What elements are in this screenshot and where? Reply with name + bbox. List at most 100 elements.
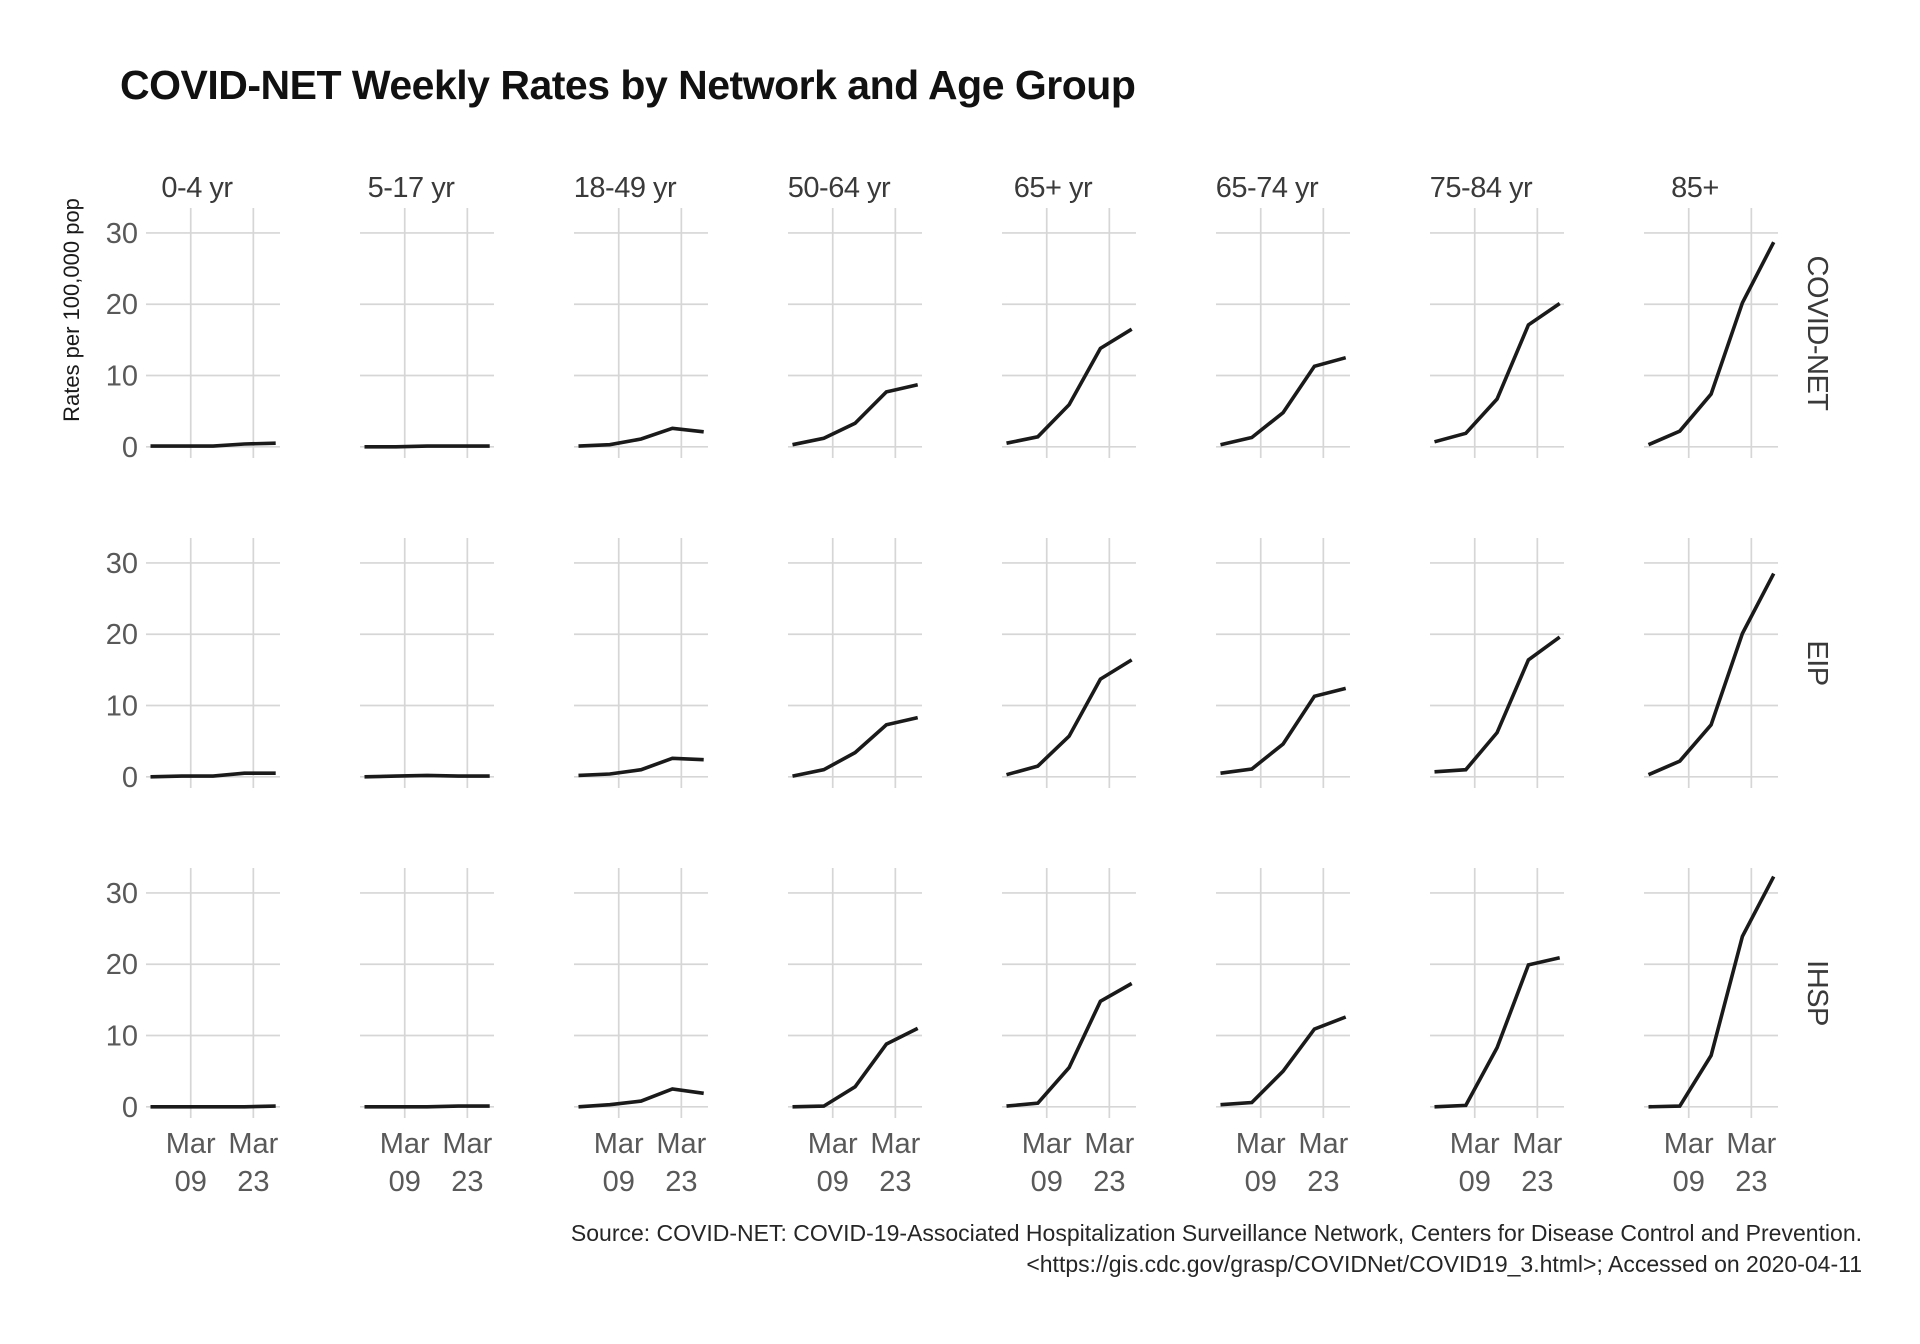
- facet-panel: Mar 09 Mar 23: [1430, 868, 1564, 1198]
- x-tick-label-day: 23: [1307, 1166, 1339, 1198]
- x-tick-label-month: Mar: [1726, 1128, 1776, 1160]
- trend-line: [1006, 327, 1133, 445]
- y-tick-label: 0: [122, 762, 138, 794]
- facet-column-header: 75-84 yr: [1430, 172, 1533, 204]
- x-tick-label-day: 23: [1093, 1166, 1125, 1198]
- trend-line: [578, 756, 704, 778]
- facet-column-header: 65+ yr: [1014, 172, 1093, 204]
- x-tick-label-month: Mar: [1512, 1128, 1562, 1160]
- x-tick-label-day: 09: [603, 1166, 635, 1198]
- x-tick-label-month: Mar: [1084, 1128, 1134, 1160]
- x-tick-label-day: 23: [237, 1166, 269, 1198]
- x-tick-label-month: Mar: [380, 1128, 430, 1160]
- facet-column-header: 0-4 yr: [161, 172, 233, 204]
- facet-panel: IHSP Mar 09 Mar 23: [1644, 868, 1833, 1198]
- trend-line: [364, 773, 490, 779]
- source-note: Source: COVID-NET: COVID-19-Associated H…: [571, 1218, 1862, 1280]
- facet-panel: 85+ COVID-NET: [1644, 172, 1833, 458]
- trend-line: [1220, 686, 1347, 775]
- trend-line: [792, 1026, 919, 1109]
- trend-line: [578, 426, 704, 448]
- facet-row-label: EIP: [1801, 640, 1833, 685]
- x-tick-label-month: Mar: [1664, 1128, 1714, 1160]
- x-tick-label-day: 09: [1673, 1166, 1705, 1198]
- facet-column-header: 5-17 yr: [368, 172, 456, 204]
- trend-line: [150, 441, 276, 448]
- trend-line: [1434, 302, 1561, 444]
- x-tick-label-month: Mar: [594, 1128, 644, 1160]
- x-tick-label-month: Mar: [656, 1128, 706, 1160]
- facet-panel: 5-17 yr: [360, 172, 494, 458]
- x-tick-label-day: 09: [817, 1166, 849, 1198]
- trend-line: [578, 1087, 704, 1109]
- facet-panel: [146, 538, 280, 788]
- facet-panel: Mar 09 Mar 23: [1002, 868, 1136, 1198]
- trend-line: [1220, 1015, 1347, 1107]
- y-tick-label: 20: [106, 289, 138, 321]
- y-tick-label: 30: [106, 878, 138, 910]
- facet-panel: 75-84 yr: [1430, 172, 1564, 458]
- x-tick-label-day: 09: [175, 1166, 207, 1198]
- y-tick-label: 0: [122, 432, 138, 464]
- facet-panel: 65-74 yr: [1216, 172, 1350, 458]
- facet-column-header: 18-49 yr: [574, 172, 677, 204]
- facet-panel: [360, 538, 494, 788]
- x-tick-label-month: Mar: [808, 1128, 858, 1160]
- facet-panel: Mar 09 Mar 23: [788, 868, 922, 1198]
- y-tick-label: 20: [106, 619, 138, 651]
- y-tick-label: 10: [106, 1021, 138, 1053]
- facet-column-header: 50-64 yr: [788, 172, 891, 204]
- y-tick-label: 30: [106, 218, 138, 250]
- x-tick-label-day: 09: [1459, 1166, 1491, 1198]
- trend-line: [1006, 658, 1133, 777]
- source-line-2: <https://gis.cdc.gov/grasp/COVIDNet/COVI…: [1026, 1251, 1862, 1277]
- y-tick-label: 20: [106, 949, 138, 981]
- x-tick-label-month: Mar: [1298, 1128, 1348, 1160]
- chart-title: COVID-NET Weekly Rates by Network and Ag…: [120, 62, 1136, 108]
- facet-panel: [1216, 538, 1350, 788]
- trend-line: [1434, 956, 1561, 1109]
- trend-line: [792, 715, 919, 778]
- trend-line: [150, 1104, 276, 1109]
- x-tick-label-month: Mar: [1236, 1128, 1286, 1160]
- facet-panel: Mar 09 Mar 23: [574, 868, 708, 1198]
- source-line-1: Source: COVID-NET: COVID-19-Associated H…: [570, 1220, 1862, 1246]
- x-tick-label-day: 09: [389, 1166, 421, 1198]
- facet-panel: EIP: [1644, 538, 1833, 788]
- y-tick-label: 0: [122, 1092, 138, 1124]
- x-tick-label-day: 09: [1031, 1166, 1063, 1198]
- trend-line: [150, 771, 276, 779]
- trend-line: [1648, 875, 1776, 1109]
- x-tick-label-day: 23: [1521, 1166, 1553, 1198]
- y-tick-label: 10: [106, 361, 138, 393]
- x-tick-label-month: Mar: [228, 1128, 278, 1160]
- x-tick-label-month: Mar: [1022, 1128, 1072, 1160]
- facet-row-label: IHSP: [1801, 960, 1833, 1026]
- facet-panel: 65+ yr: [1002, 172, 1136, 458]
- trend-line: [1220, 355, 1347, 447]
- trend-line: [364, 1104, 490, 1109]
- y-axis-title: Rates per 100,000 pop: [59, 198, 84, 422]
- facet-panel: [574, 538, 708, 788]
- facet-column-header: 65-74 yr: [1216, 172, 1319, 204]
- facet-panel: Mar 09 Mar 23: [1216, 868, 1350, 1198]
- trend-line: [364, 444, 490, 449]
- x-tick-label-month: Mar: [870, 1128, 920, 1160]
- facet-panel: Mar 09 Mar 23: [146, 868, 280, 1198]
- facet-panel: [1002, 538, 1136, 788]
- x-tick-label-day: 09: [1245, 1166, 1277, 1198]
- facet-row-label: COVID-NET: [1801, 256, 1833, 412]
- facet-panel: Mar 09 Mar 23: [360, 868, 494, 1198]
- x-tick-label-month: Mar: [442, 1128, 492, 1160]
- facet-panel: 50-64 yr: [788, 172, 922, 458]
- facet-panel: 18-49 yr: [574, 172, 708, 458]
- y-tick-label: 10: [106, 691, 138, 723]
- facet-panel: 0-4 yr: [146, 172, 280, 458]
- trend-line: [1647, 572, 1776, 777]
- x-tick-label-month: Mar: [1450, 1128, 1500, 1160]
- trend-line: [1006, 981, 1133, 1108]
- facet-panel: [788, 538, 922, 788]
- y-tick-label: 30: [106, 548, 138, 580]
